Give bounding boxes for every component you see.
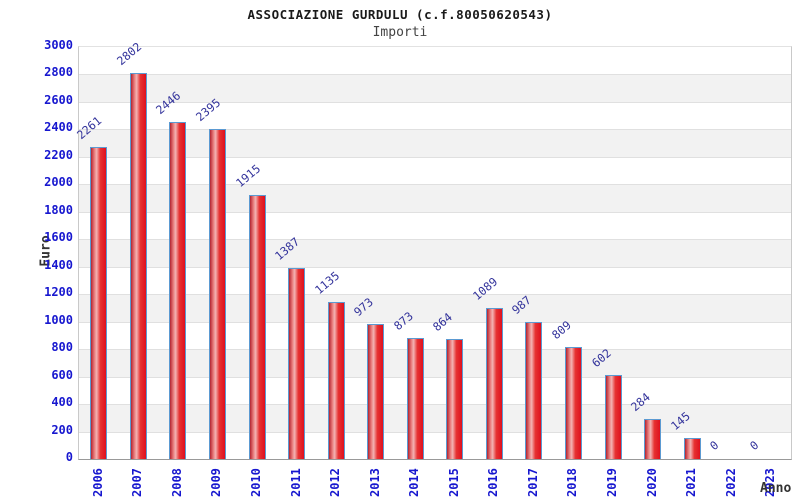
plot-band xyxy=(79,184,791,212)
plot-band xyxy=(79,239,791,267)
gridline xyxy=(79,267,791,268)
bar-2014 xyxy=(406,338,424,459)
bar-2013 xyxy=(367,324,385,459)
gridline xyxy=(79,377,791,378)
x-tick-label: 2022 xyxy=(724,468,738,497)
x-tick-label: 2007 xyxy=(130,468,144,497)
x-tick-label: 2012 xyxy=(328,468,342,497)
plot-band xyxy=(79,47,791,75)
y-tick-label: 2000 xyxy=(44,175,73,189)
x-axis-title: Anno xyxy=(760,481,792,496)
bar-2020 xyxy=(644,419,662,459)
bar-2017 xyxy=(525,322,543,459)
gridline xyxy=(79,184,791,185)
x-tick-label: 2020 xyxy=(645,468,659,497)
chart-subtitle: Importi xyxy=(372,25,428,40)
y-tick-label: 200 xyxy=(51,423,73,437)
bar-2007 xyxy=(129,73,147,459)
plot-band xyxy=(79,294,791,322)
gridline xyxy=(79,212,791,213)
x-tick-label: 2021 xyxy=(684,468,698,497)
gridline xyxy=(79,74,791,75)
y-tick-label: 2200 xyxy=(44,148,73,162)
y-tick-label: 400 xyxy=(51,395,73,409)
x-tick-label: 2011 xyxy=(289,468,303,497)
y-tick-label: 2600 xyxy=(44,93,73,107)
chart-title: ASSOCIAZIONE GURDULU (c.f.80050620543) xyxy=(247,7,553,22)
bar-2016 xyxy=(485,308,503,459)
gridline xyxy=(79,129,791,130)
y-tick-label: 2800 xyxy=(44,65,73,79)
y-tick-label: 2400 xyxy=(44,120,73,134)
bar-2018 xyxy=(564,347,582,459)
gridline xyxy=(79,404,791,405)
plot-band xyxy=(79,101,791,130)
plot-area xyxy=(78,46,792,460)
plot-band xyxy=(79,211,791,240)
x-tick-label: 2008 xyxy=(170,468,184,497)
bar-2019 xyxy=(604,375,622,459)
bar-2009 xyxy=(208,129,226,459)
plot-band xyxy=(79,349,791,377)
plot-band xyxy=(79,74,791,102)
bar-2012 xyxy=(327,302,345,459)
y-tick-label: 1800 xyxy=(44,203,73,217)
x-tick-label: 2017 xyxy=(526,468,540,497)
x-tick-label: 2009 xyxy=(209,468,223,497)
y-tick-label: 1400 xyxy=(44,258,73,272)
y-tick-label: 800 xyxy=(51,340,73,354)
plot-band xyxy=(79,431,791,459)
gridline xyxy=(79,432,791,433)
gridline xyxy=(79,294,791,295)
y-tick-label: 1600 xyxy=(44,230,73,244)
gridline xyxy=(79,102,791,103)
x-tick-label: 2019 xyxy=(605,468,619,497)
bar-2021 xyxy=(683,438,701,459)
x-tick-label: 2014 xyxy=(407,468,421,497)
x-tick-label: 2016 xyxy=(486,468,500,497)
bar-2008 xyxy=(169,122,187,459)
y-tick-label: 600 xyxy=(51,368,73,382)
x-tick-label: 2013 xyxy=(368,468,382,497)
gridline xyxy=(79,349,791,350)
plot-band xyxy=(79,129,791,157)
x-tick-label: 2018 xyxy=(565,468,579,497)
gridline xyxy=(79,157,791,158)
x-tick-label: 2006 xyxy=(91,468,105,497)
x-tick-label: 2015 xyxy=(447,468,461,497)
y-tick-label: 1000 xyxy=(44,313,73,327)
x-tick-label: 2010 xyxy=(249,468,263,497)
plot-band xyxy=(79,376,791,405)
y-tick-label: 3000 xyxy=(44,38,73,52)
plot-band xyxy=(79,404,791,432)
bar-2015 xyxy=(446,339,464,459)
y-tick-label: 1200 xyxy=(44,285,73,299)
y-tick-label: 0 xyxy=(65,450,73,464)
bar-2006 xyxy=(90,147,108,459)
bar-2011 xyxy=(288,268,306,459)
plot-band xyxy=(79,321,791,350)
plot-band xyxy=(79,266,791,295)
bar-2010 xyxy=(248,195,266,459)
gridline xyxy=(79,239,791,240)
gridline xyxy=(79,322,791,323)
plot-band xyxy=(79,156,791,185)
